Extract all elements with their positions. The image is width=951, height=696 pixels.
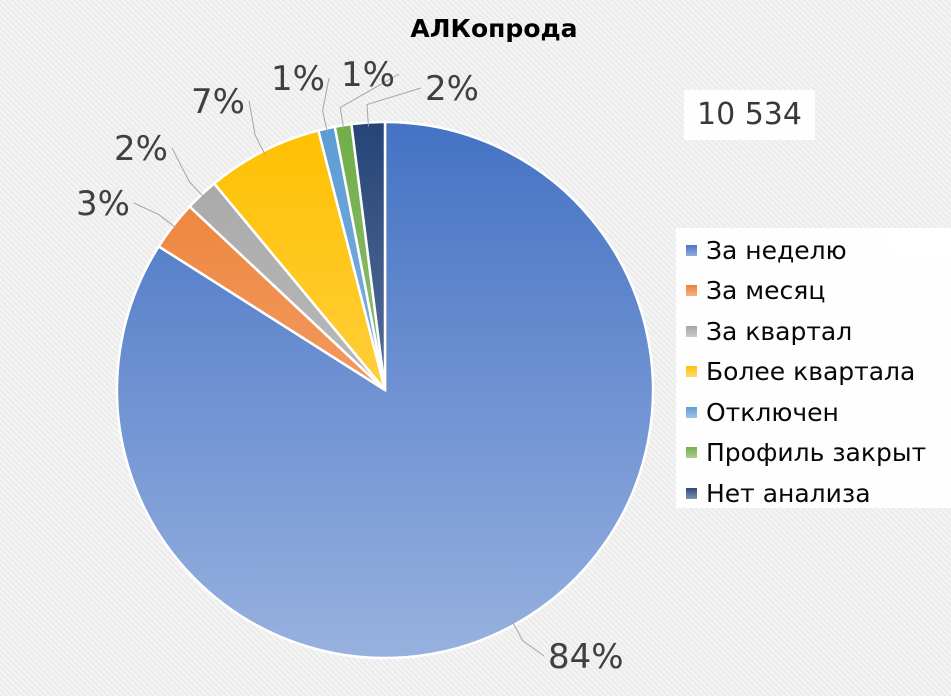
legend-swatch (686, 406, 697, 418)
data-label: 1% (341, 55, 395, 95)
data-label: 3% (76, 184, 130, 224)
leader-line (248, 100, 266, 156)
legend-swatch (686, 244, 697, 256)
legend-swatch (686, 366, 697, 377)
legend-item: За квартал (686, 311, 852, 351)
leader-line (322, 77, 330, 133)
legend-swatch (686, 285, 697, 296)
legend-swatch (686, 325, 697, 337)
legend-item: За неделю (686, 230, 847, 270)
leader-line (366, 87, 422, 127)
data-label: 7% (191, 82, 245, 122)
legend-label: За квартал (706, 316, 853, 346)
legend-swatch (686, 487, 697, 499)
legend-item: Отключен (686, 392, 839, 432)
chart-title: АЛКопрода (410, 14, 578, 43)
legend-item: Нет анализа (686, 473, 871, 513)
legend-swatch (686, 447, 697, 458)
data-label: 1% (271, 59, 325, 99)
data-label: 2% (425, 69, 479, 109)
legend-item: Более квартала (686, 352, 915, 392)
legend: За неделю За месяц За квартал Более квартал… (676, 228, 951, 508)
data-label: 2% (114, 129, 168, 169)
leader-line (339, 73, 400, 130)
legend-label: За месяц (706, 276, 826, 305)
leader-line (133, 202, 177, 229)
legend-label: Профиль закрыт (706, 438, 927, 467)
total-count-box: 10 534 (684, 90, 815, 140)
legend-item: За месяц (686, 271, 825, 311)
leader-line (511, 621, 545, 657)
legend-label: За неделю (706, 235, 847, 265)
legend-label: Более квартала (706, 357, 916, 386)
legend-label: Отключен (706, 397, 839, 427)
legend-label: Нет анализа (706, 478, 871, 508)
leader-line (171, 147, 205, 198)
legend-item: Профиль закрыт (686, 433, 926, 473)
data-label: 84% (548, 637, 624, 677)
